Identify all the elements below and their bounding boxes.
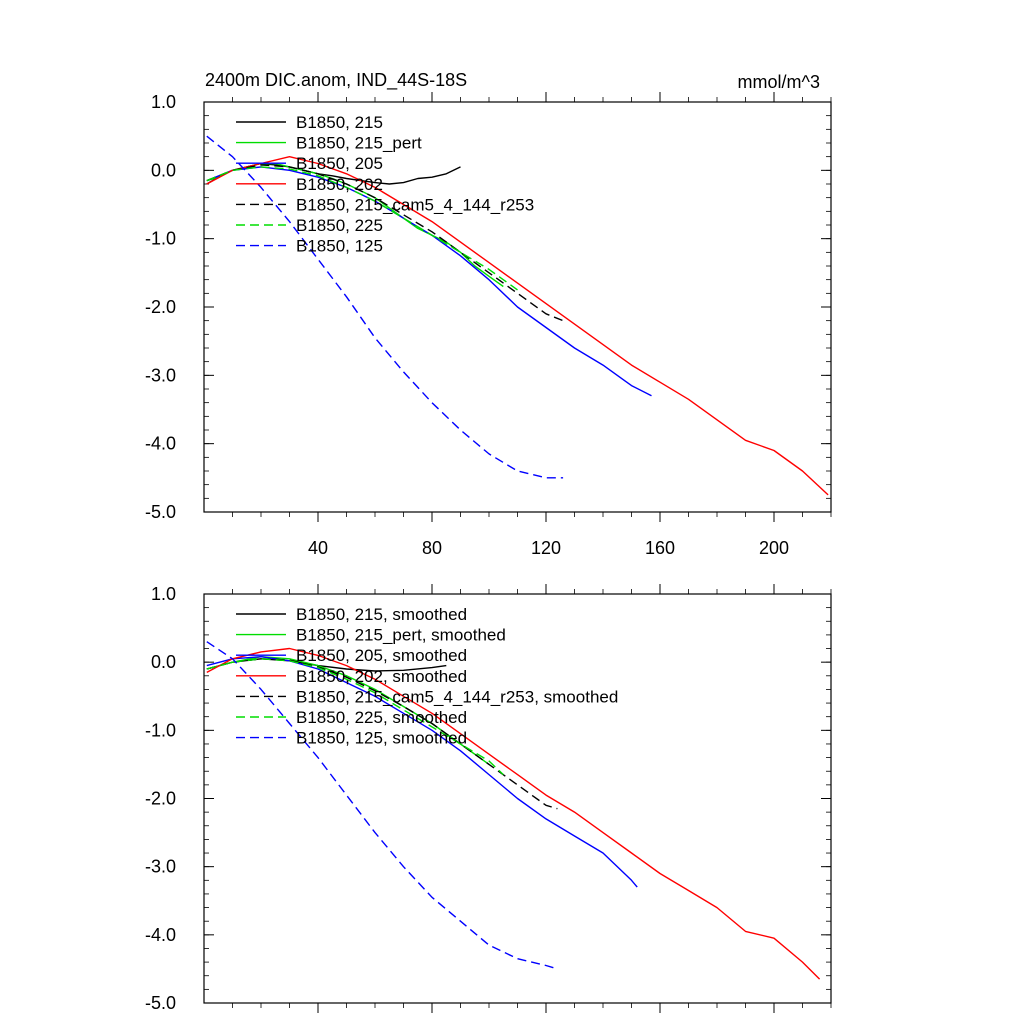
x-tick-label: 120 bbox=[531, 538, 561, 558]
plot-frame bbox=[203, 101, 832, 513]
series-line bbox=[206, 647, 821, 980]
legend-entry: B1850, 225 bbox=[296, 216, 383, 235]
y-tick-label: -3.0 bbox=[145, 857, 176, 877]
series-line bbox=[206, 166, 518, 291]
legend-entry: B1850, 215_pert, smoothed bbox=[296, 626, 506, 645]
legend-entry: B1850, 202 bbox=[296, 175, 383, 194]
x-tick-label: 80 bbox=[422, 538, 442, 558]
legend-entry: B1850, 215_pert bbox=[296, 134, 422, 153]
series-line bbox=[206, 135, 564, 479]
axes-ticks: 1.0 0.0 -1.0 -2.0 -3.0 -4.0 -5.0 bbox=[145, 584, 832, 1013]
y-tick-label: 1.0 bbox=[151, 92, 176, 112]
legend-entry: B1850, 125, smoothed bbox=[296, 729, 467, 748]
panel-bottom: 1.0 0.0 -1.0 -2.0 -3.0 -4.0 -5.0 B1850, 215, s… bbox=[145, 584, 832, 1013]
units-label: mmol/m^3 bbox=[738, 72, 820, 92]
x-tick-label: 200 bbox=[759, 538, 789, 558]
y-tick-label: -2.0 bbox=[145, 297, 176, 317]
x-tick-label: 40 bbox=[308, 538, 328, 558]
legend-entry: B1850, 125 bbox=[296, 237, 383, 256]
y-tick-label: -2.0 bbox=[145, 789, 176, 809]
y-tick-label: -5.0 bbox=[145, 993, 176, 1013]
y-tick-label: 1.0 bbox=[151, 584, 176, 604]
x-tick-label: 160 bbox=[645, 538, 675, 558]
y-tick-label: -4.0 bbox=[145, 925, 176, 945]
plot-frame bbox=[203, 593, 832, 1004]
series-line bbox=[206, 658, 504, 776]
legend-entry: B1850, 225, smoothed bbox=[296, 708, 467, 727]
series-line bbox=[206, 164, 564, 322]
y-tick-label: -1.0 bbox=[145, 229, 176, 249]
series-lines bbox=[206, 135, 829, 496]
y-tick-label: 0.0 bbox=[151, 160, 176, 180]
series-line bbox=[206, 658, 447, 672]
legend: B1850, 215, smoothed B1850, 215_pert, smo… bbox=[236, 605, 618, 748]
panel-top: 2400m DIC.anom, IND_44S-18S mmol/m^3 1.0… bbox=[145, 70, 832, 558]
legend-entry: B1850, 215 bbox=[296, 113, 383, 132]
series-line bbox=[206, 641, 558, 970]
y-tick-label: -1.0 bbox=[145, 720, 176, 740]
y-tick-label: 0.0 bbox=[151, 652, 176, 672]
series-lines bbox=[206, 641, 821, 980]
chart-title: 2400m DIC.anom, IND_44S-18S bbox=[205, 70, 467, 91]
legend-entry: B1850, 205 bbox=[296, 154, 383, 173]
y-tick-label: -4.0 bbox=[145, 434, 176, 454]
axes-ticks: 1.0 0.0 -1.0 -2.0 -3.0 -4.0 -5.0 40 80 120 160 200 bbox=[145, 92, 832, 558]
legend-entry: B1850, 215_cam5_4_144_r253, smoothed bbox=[296, 687, 618, 706]
y-tick-label: -3.0 bbox=[145, 365, 176, 385]
series-line bbox=[206, 155, 829, 496]
y-tick-label: -5.0 bbox=[145, 502, 176, 522]
legend-entry: B1850, 205, smoothed bbox=[296, 646, 467, 665]
legend-entry: B1850, 202, smoothed bbox=[296, 667, 467, 686]
legend-entry: B1850, 215_cam5_4_144_r253 bbox=[296, 195, 534, 214]
legend-entry: B1850, 215, smoothed bbox=[296, 605, 467, 624]
